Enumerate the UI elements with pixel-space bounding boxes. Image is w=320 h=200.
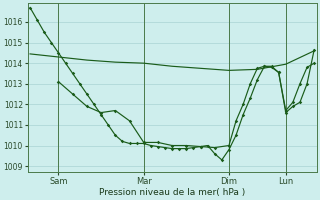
X-axis label: Pression niveau de la mer( hPa ): Pression niveau de la mer( hPa ): [99, 188, 245, 197]
